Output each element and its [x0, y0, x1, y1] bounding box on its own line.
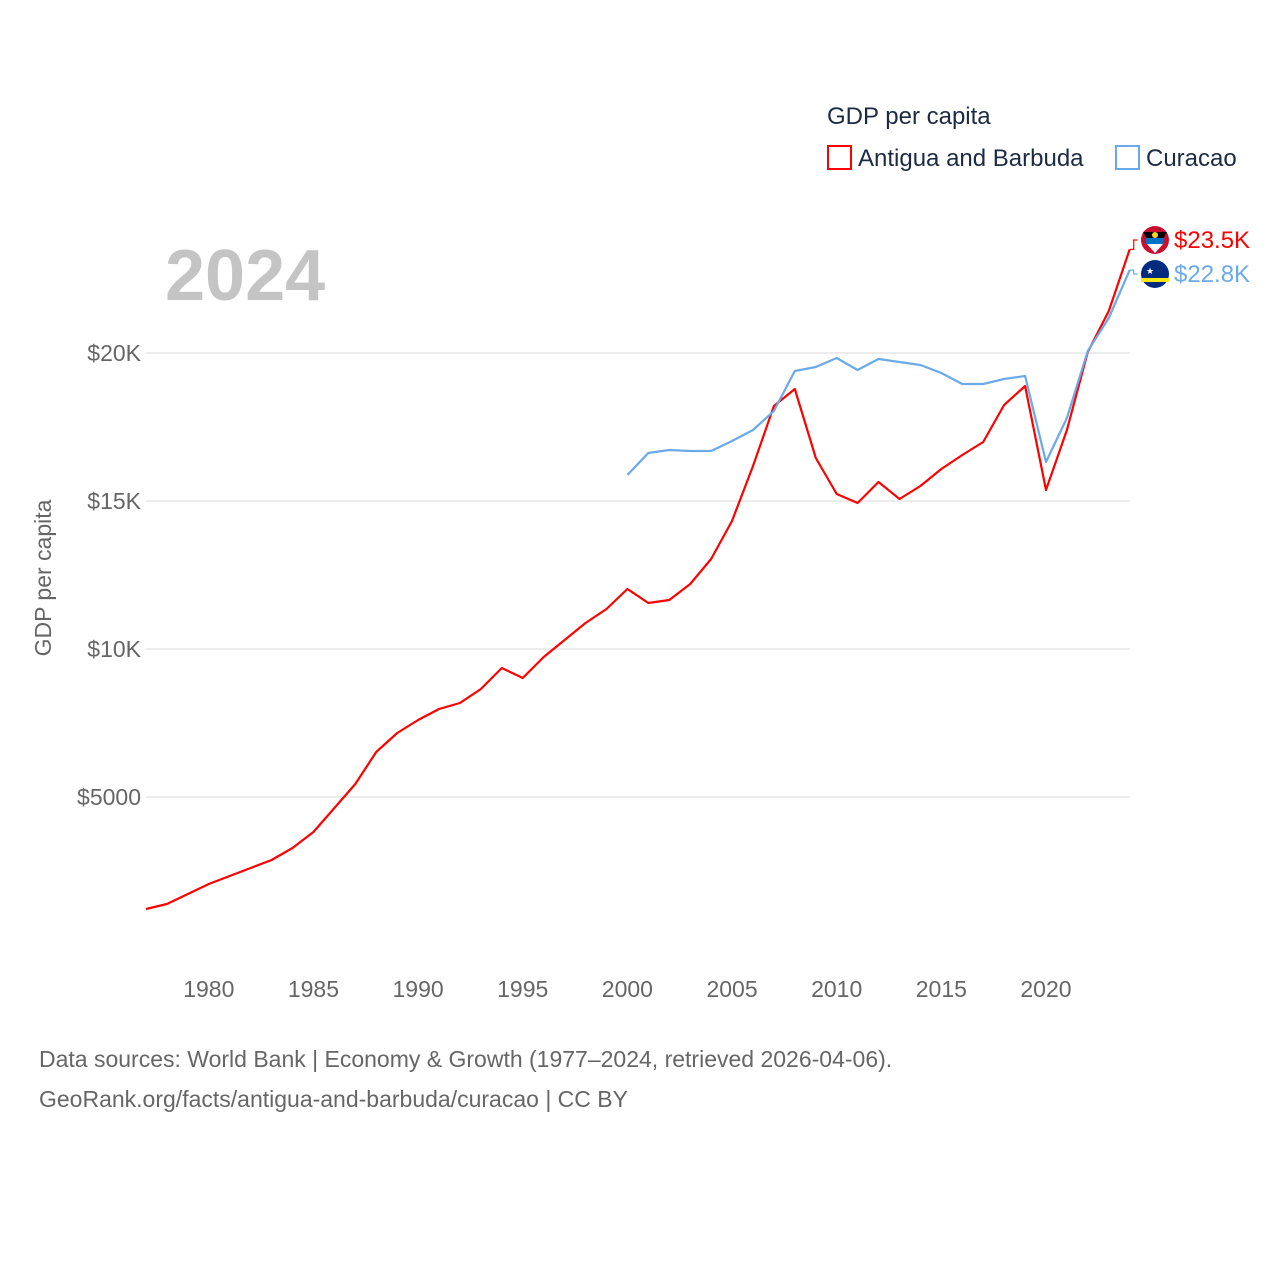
footer-url[interactable]: GeoRank.org/facts/antigua-and-barbuda/cu… [39, 1086, 628, 1112]
x-tick-label: 2020 [1020, 976, 1071, 1002]
y-axis-label: GDP per capita [30, 499, 56, 656]
end-label-connector [1129, 269, 1138, 275]
legend-swatch-curacao[interactable] [1115, 145, 1140, 170]
antigua-flag-icon [1141, 226, 1169, 254]
y-tick-label: $20K [87, 340, 141, 366]
y-tick-label: $10K [87, 636, 141, 662]
year-watermark: 2024 [165, 236, 325, 316]
end-value-label: $23.5K [1174, 227, 1250, 254]
x-tick-label: 1980 [183, 976, 234, 1002]
end-label-connector [1129, 239, 1138, 250]
series-line-curacao[interactable] [626, 269, 1131, 476]
legend-label-antigua[interactable]: Antigua and Barbuda [858, 145, 1084, 172]
footer-sources: Data sources: World Bank | Economy & Gro… [39, 1046, 893, 1072]
legend-swatch-antigua[interactable] [827, 145, 852, 170]
series-line-antigua[interactable] [145, 249, 1131, 911]
x-tick-label: 2015 [916, 976, 967, 1002]
legend-label-curacao[interactable]: Curacao [1146, 145, 1237, 172]
y-tick-label: $5000 [77, 784, 141, 810]
x-tick-label: 2000 [602, 976, 653, 1002]
y-tick-label: $15K [87, 488, 141, 514]
x-tick-label: 2010 [811, 976, 862, 1002]
x-tick-label: 2005 [706, 976, 757, 1002]
end-value-label: $22.8K [1174, 261, 1250, 288]
x-tick-label: 1990 [393, 976, 444, 1002]
legend-title: GDP per capita [827, 103, 991, 130]
x-tick-label: 1995 [497, 976, 548, 1002]
svg-text:★: ★ [1146, 267, 1154, 277]
curacao-flag-icon: ★ [1141, 260, 1169, 288]
x-tick-label: 1985 [288, 976, 339, 1002]
